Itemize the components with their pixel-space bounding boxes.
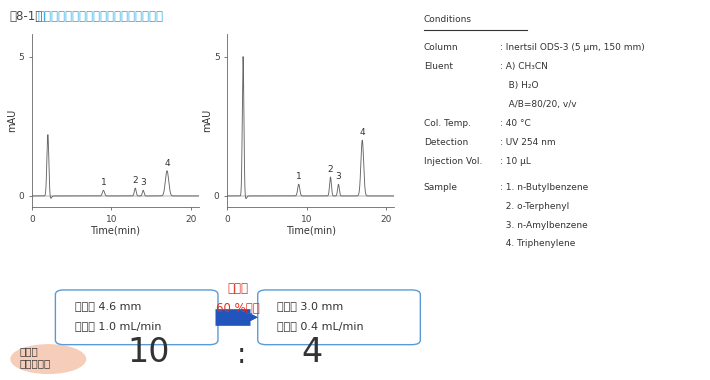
Text: スケールダウンによる溶媒使用量の削減: スケールダウンによる溶媒使用量の削減: [38, 10, 163, 22]
Text: 図8-1: 図8-1: [9, 10, 43, 22]
Text: Sample: Sample: [424, 184, 458, 192]
Text: : 1. n-Butylbenzene: : 1. n-Butylbenzene: [500, 184, 588, 192]
Text: 4. Triphenylene: 4. Triphenylene: [500, 239, 575, 249]
Text: 60 %削減: 60 %削減: [216, 302, 260, 315]
Text: Injection Vol.: Injection Vol.: [424, 157, 482, 166]
Text: 3: 3: [141, 178, 146, 187]
Text: 溶離液: 溶離液: [227, 282, 248, 295]
Text: Detection: Detection: [424, 138, 468, 147]
Text: 4: 4: [164, 158, 170, 168]
X-axis label: Time(min): Time(min): [90, 225, 141, 235]
Text: : 40 °C: : 40 °C: [500, 119, 530, 128]
Ellipse shape: [11, 345, 86, 373]
Text: : A) CH₃CN: : A) CH₃CN: [500, 62, 547, 71]
Text: 2. o-Terphenyl: 2. o-Terphenyl: [500, 202, 569, 211]
Text: : Inertsil ODS-3 (5 μm, 150 mm): : Inertsil ODS-3 (5 μm, 150 mm): [500, 43, 645, 52]
Text: 1: 1: [101, 178, 106, 187]
Text: Conditions: Conditions: [424, 15, 472, 24]
Y-axis label: mAU: mAU: [202, 109, 212, 132]
Text: : 10 μL: : 10 μL: [500, 157, 530, 166]
Y-axis label: mAU: mAU: [7, 109, 17, 132]
Text: 3: 3: [336, 172, 342, 181]
Text: 3. n-Amylbenzene: 3. n-Amylbenzene: [500, 221, 588, 230]
Text: 1: 1: [296, 172, 302, 181]
Text: 流量　 0.4 mL/min: 流量 0.4 mL/min: [277, 321, 364, 331]
Text: Column: Column: [424, 43, 459, 52]
Text: 内径　 3.0 mm: 内径 3.0 mm: [277, 301, 343, 311]
Text: :: :: [236, 340, 246, 369]
Text: Col. Temp.: Col. Temp.: [424, 119, 471, 128]
Text: A/B=80/20, v/v: A/B=80/20, v/v: [500, 100, 577, 109]
Text: 内径　 4.6 mm: 内径 4.6 mm: [75, 301, 141, 311]
Text: 4: 4: [359, 128, 365, 137]
Text: B) H₂O: B) H₂O: [500, 81, 538, 90]
Text: 2: 2: [328, 165, 333, 174]
Text: 2: 2: [133, 176, 138, 185]
X-axis label: Time(min): Time(min): [285, 225, 336, 235]
Text: Eluent: Eluent: [424, 62, 453, 71]
Text: : UV 254 nm: : UV 254 nm: [500, 138, 555, 147]
Text: 10: 10: [128, 336, 170, 369]
Text: カラム
断面積の比: カラム 断面積の比: [20, 346, 51, 368]
Text: 流量　 1.0 mL/min: 流量 1.0 mL/min: [75, 321, 161, 331]
Text: 4: 4: [302, 336, 323, 369]
